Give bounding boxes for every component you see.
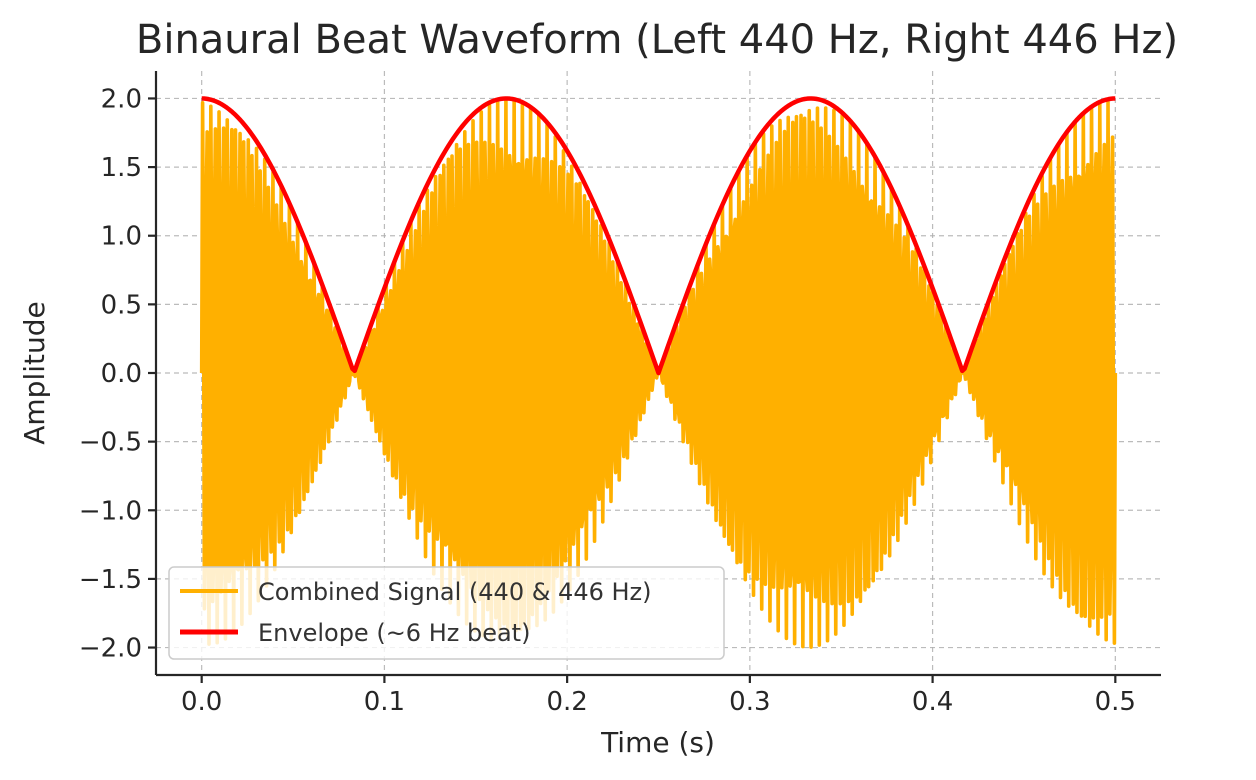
x-tick-label: 0.3 xyxy=(729,687,770,717)
y-tick-label: 1.0 xyxy=(101,222,142,252)
x-tick-label: 0.4 xyxy=(912,687,953,717)
y-tick-label: −2.0 xyxy=(79,634,142,664)
y-tick-label: 0.5 xyxy=(101,290,142,320)
y-axis-label: Amplitude xyxy=(18,301,51,445)
y-axis-ticks: 2.0 1.5 1.0 0.5 0.0 −0.5 −1.0 −1.5 −2.0 xyxy=(79,84,156,664)
legend-label-envelope: Envelope (~6 Hz beat) xyxy=(258,619,530,647)
y-tick-label: −1.5 xyxy=(79,565,142,595)
series-layer xyxy=(199,96,1118,649)
plot-area xyxy=(199,96,1118,649)
legend: Combined Signal (440 & 446 Hz) Envelope … xyxy=(168,566,725,660)
y-tick-label: 2.0 xyxy=(101,84,142,114)
x-tick-label: 0.2 xyxy=(546,687,587,717)
x-tick-label: 0.5 xyxy=(1095,687,1136,717)
chart-title: Binaural Beat Waveform (Left 440 Hz, Rig… xyxy=(136,17,1178,63)
x-axis-ticks: 0.0 0.1 0.2 0.3 0.4 0.5 xyxy=(181,675,1136,717)
y-tick-label: 1.5 xyxy=(101,153,142,183)
series-line-envelope xyxy=(201,96,1116,376)
y-tick-label: −0.5 xyxy=(79,428,142,458)
x-tick-label: 0.1 xyxy=(364,687,405,717)
legend-box xyxy=(168,566,725,660)
y-tick-label: 0.0 xyxy=(101,359,142,389)
x-tick-label: 0.0 xyxy=(181,687,222,717)
x-axis-label: Time (s) xyxy=(600,726,715,759)
y-tick-label: −1.0 xyxy=(79,496,142,526)
legend-label-combined: Combined Signal (440 & 446 Hz) xyxy=(258,578,652,606)
